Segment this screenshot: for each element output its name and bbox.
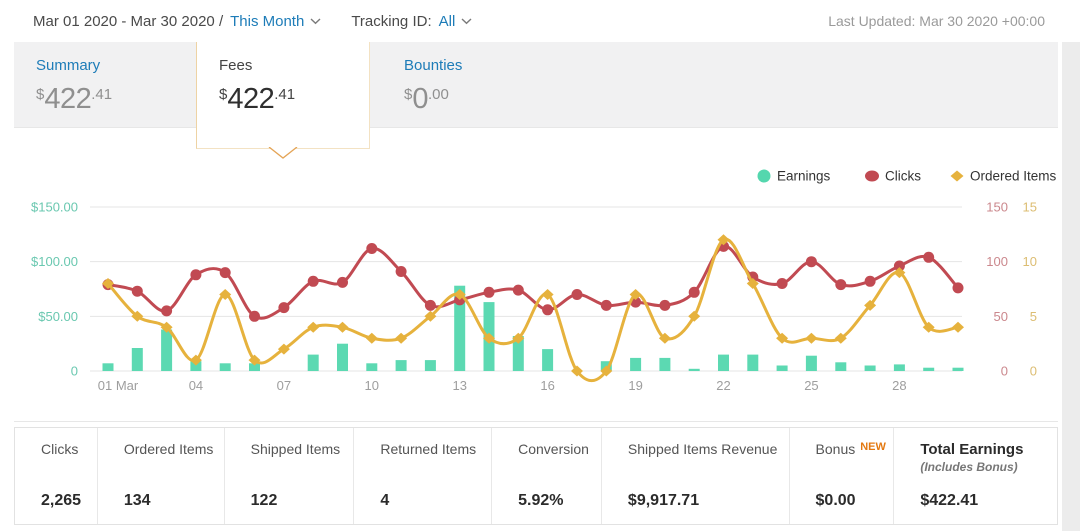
stat-value: 122 [250, 492, 278, 509]
period-dropdown[interactable]: This Month [230, 13, 321, 30]
legend-label: Clicks [885, 169, 921, 184]
stat-value: 5.92% [518, 492, 564, 509]
stat-cell-clicks: Clicks 2,265 [15, 428, 97, 524]
svg-text:100: 100 [986, 254, 1008, 269]
topbar: Mar 01 2020 - Mar 30 2020 / This Month T… [0, 0, 1080, 42]
legend-earnings-icon [757, 169, 771, 183]
stat-cell-total-earnings: Total Earnings (Includes Bonus) $422.41 [893, 428, 1057, 524]
period-dropdown-value[interactable]: This Month [230, 12, 305, 30]
date-range-label: Mar 01 2020 - Mar 30 2020 / [33, 12, 224, 30]
svg-text:16: 16 [540, 378, 554, 393]
stat-subheader: (Includes Bonus) [920, 460, 1018, 474]
stats-table: Clicks 2,265 Ordered Items 134 Shipped Items… [14, 427, 1058, 525]
tracking-id-dropdown[interactable]: All [439, 13, 473, 30]
svg-text:19: 19 [628, 378, 642, 393]
tab-bounties-value: $0.00 [404, 83, 449, 115]
svg-text:22: 22 [716, 378, 730, 393]
svg-text:0: 0 [71, 364, 78, 379]
svg-text:01 Mar: 01 Mar [98, 378, 139, 393]
svg-text:28: 28 [892, 378, 906, 393]
svg-text:5: 5 [1030, 309, 1037, 324]
tab-bounties-label: Bounties [404, 57, 463, 74]
svg-text:07: 07 [277, 378, 291, 393]
new-badge: NEW [860, 441, 886, 453]
svg-text:$100.00: $100.00 [31, 254, 78, 269]
stat-header: Conversion [518, 441, 589, 457]
tab-fees[interactable]: Fees $422.41 [196, 42, 370, 159]
report-tabstrip: Summary $422.41 Fees $422.41 Bounties $0… [14, 42, 1058, 159]
svg-text:150: 150 [986, 200, 1008, 215]
active-tab-notch-icon [268, 147, 298, 159]
stat-value: 4 [380, 492, 390, 509]
svg-text:50: 50 [994, 309, 1008, 324]
stat-header: Shipped Items [250, 441, 341, 457]
chevron-down-icon [461, 17, 472, 24]
svg-text:25: 25 [804, 378, 818, 393]
stat-header: Ordered Items [123, 441, 214, 457]
tab-bounties[interactable]: Bounties $0.00 [370, 42, 570, 127]
svg-text:10: 10 [1023, 254, 1037, 269]
svg-text:0: 0 [1030, 364, 1037, 379]
stat-cell-ordered-items: Ordered Items 134 [96, 428, 224, 524]
chevron-down-icon [310, 17, 321, 24]
stat-header: Total Earnings [920, 441, 1024, 458]
stat-header: Returned Items [380, 441, 477, 457]
stat-cell-bonus: Bonus NEW $0.00 [788, 428, 894, 524]
svg-text:10: 10 [365, 378, 379, 393]
stat-cell-shipped-items: Shipped Items 122 [223, 428, 354, 524]
svg-text:0: 0 [1001, 364, 1008, 379]
stat-header: Clicks [41, 441, 79, 457]
tab-fees-label: Fees [219, 57, 253, 74]
tracking-id-value[interactable]: All [438, 12, 456, 30]
legend-label: Earnings [777, 169, 831, 184]
last-updated-label: Last Updated: Mar 30 2020 +00:00 [828, 13, 1045, 29]
stat-cell-returned-items: Returned Items 4 [353, 428, 491, 524]
svg-text:04: 04 [189, 378, 203, 393]
legend-label: Ordered Items [970, 169, 1057, 184]
tab-fees-value: $422.41 [219, 83, 296, 115]
stat-value: $9,917.71 [627, 492, 700, 509]
tracking-id-label: Tracking ID: [351, 12, 432, 30]
stat-value: 2,265 [41, 492, 82, 509]
stat-cell-shipped-items-revenue: Shipped Items Revenue $9,917.71 [600, 428, 789, 524]
svg-text:$50.00: $50.00 [38, 309, 78, 324]
page-right-gutter [1062, 42, 1080, 531]
stat-value: 134 [123, 492, 151, 509]
svg-text:$150.00: $150.00 [31, 200, 78, 215]
tab-summary-label: Summary [36, 57, 101, 74]
stat-header: Bonus NEW [815, 441, 886, 457]
svg-text:15: 15 [1023, 200, 1037, 215]
legend-clicks-icon [865, 170, 879, 182]
stat-value: $0.00 [815, 492, 856, 509]
stat-header: Shipped Items Revenue [627, 441, 778, 457]
legend-ordered-items-icon [950, 170, 964, 182]
stat-cell-conversion: Conversion 5.92% [491, 428, 601, 524]
svg-text:13: 13 [452, 378, 466, 393]
chart-panel: $150.00 $100.00 $50.00 0 150 100 50 0 15 10 5 0 01 M… [14, 127, 1058, 422]
tab-summary-value: $422.41 [36, 83, 113, 115]
tab-summary[interactable]: Summary $422.41 [14, 42, 196, 127]
stat-value: $422.41 [920, 492, 979, 509]
